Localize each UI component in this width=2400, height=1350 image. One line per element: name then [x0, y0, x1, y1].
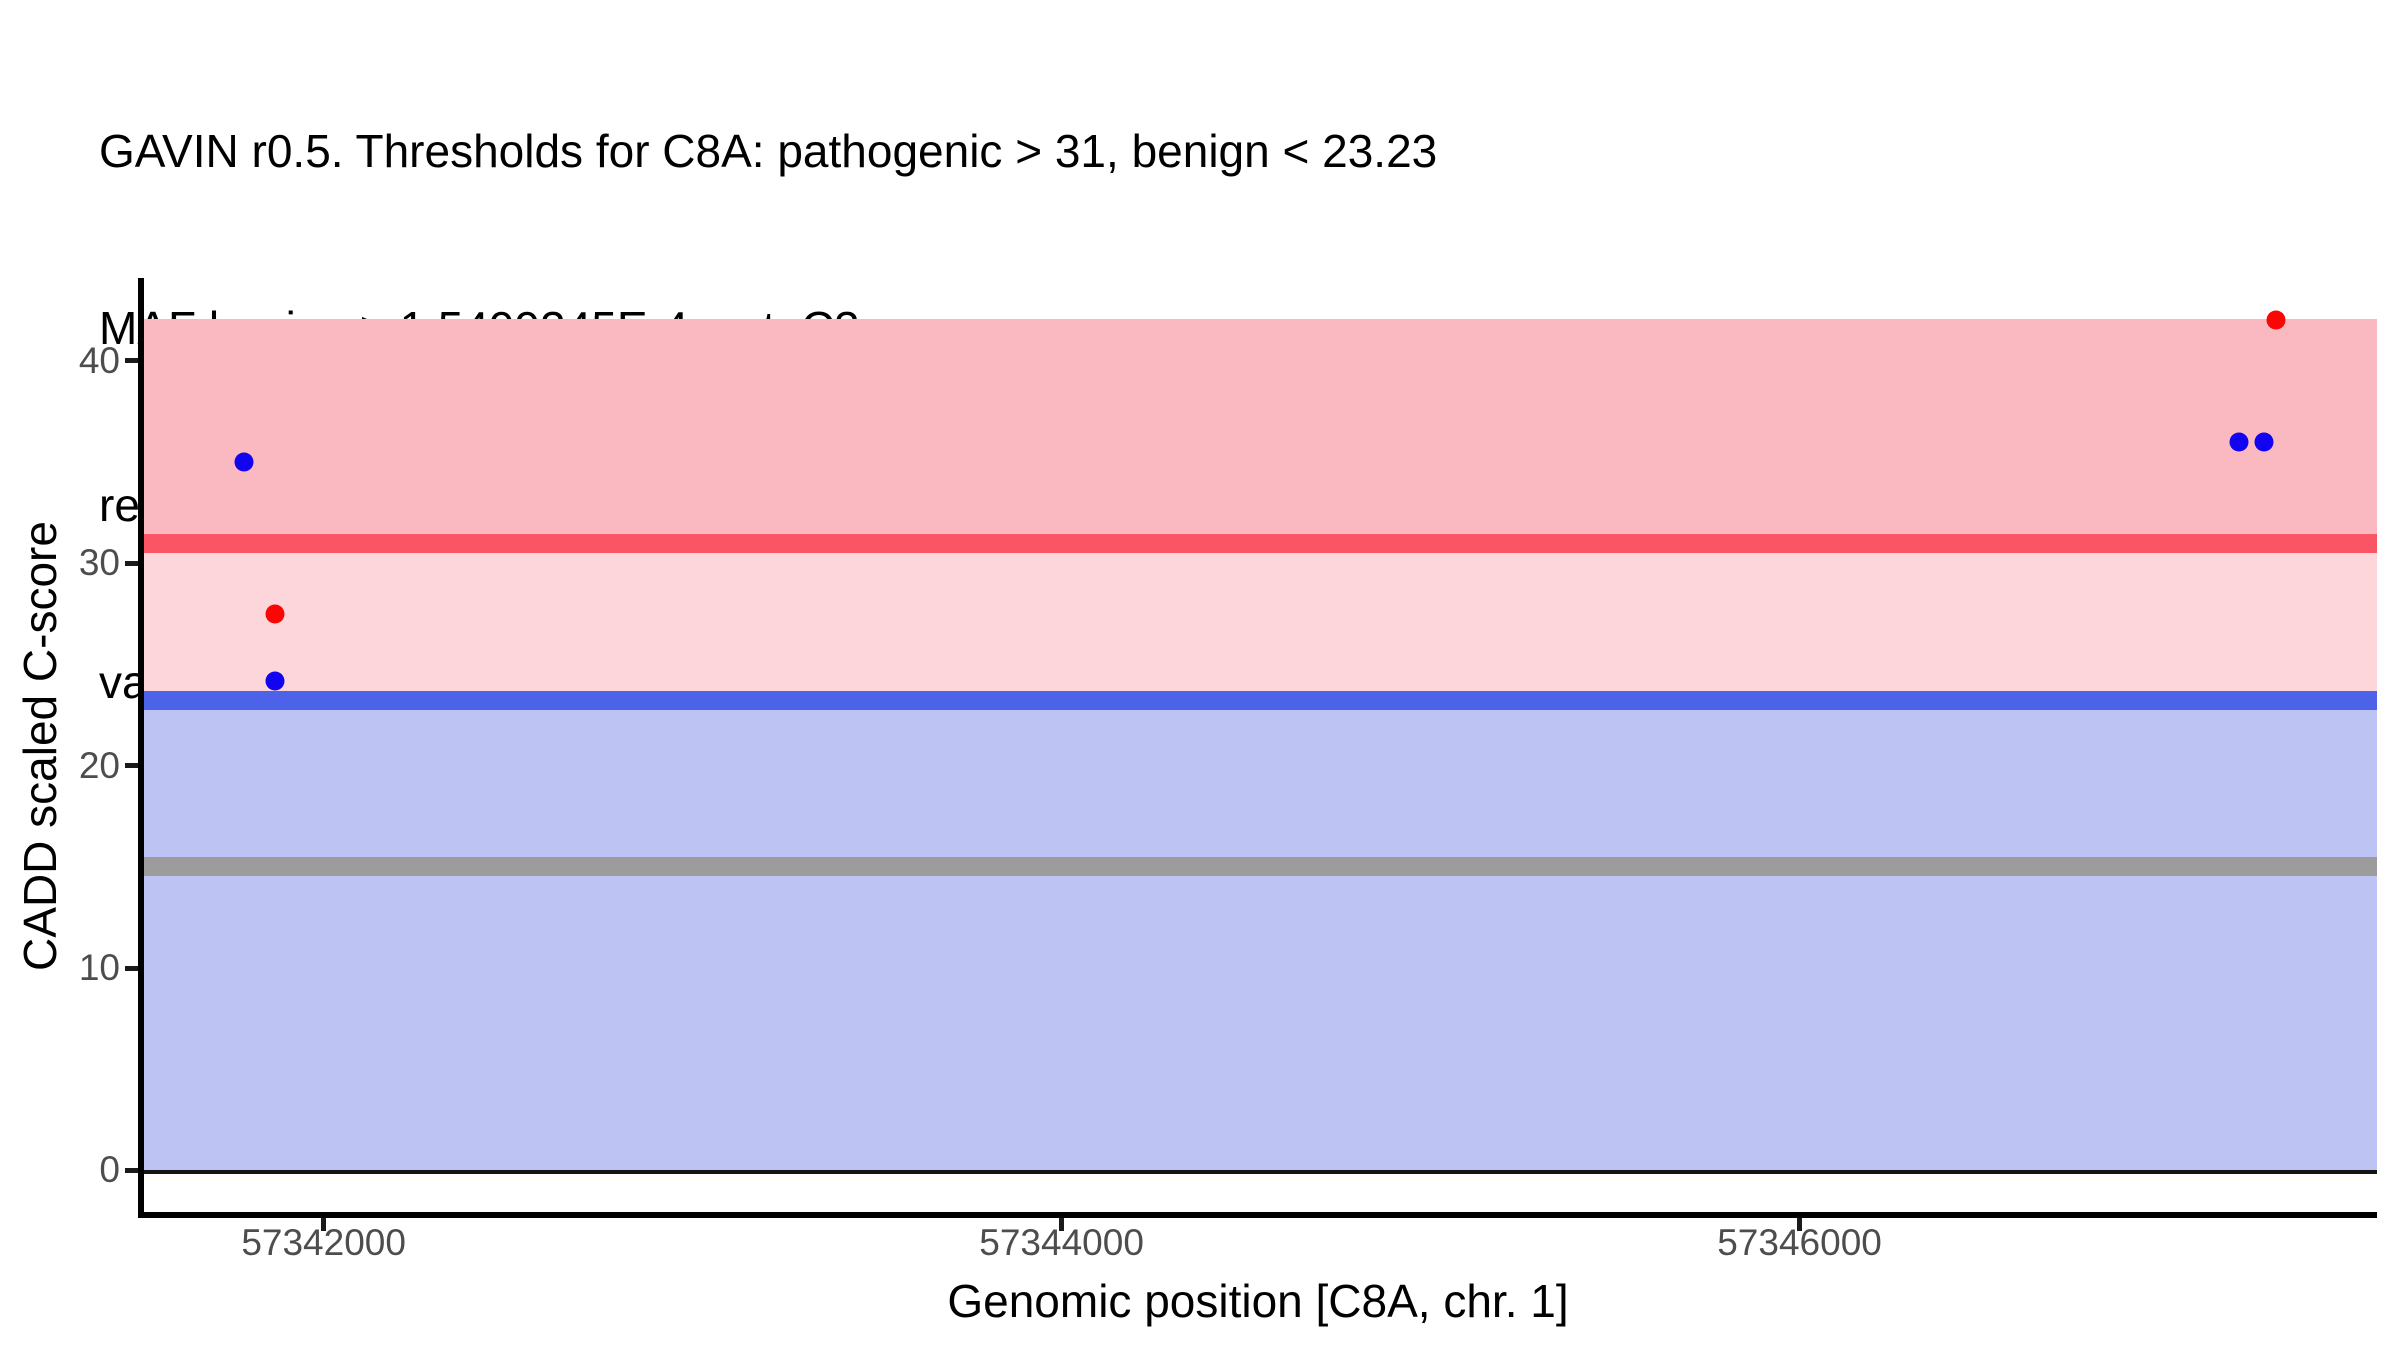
- y-axis-line: [138, 278, 144, 1218]
- threshold-line-pathogenic-threshold: [141, 533, 2377, 553]
- y-tick-label: 40: [78, 339, 120, 381]
- y-tick-label: 30: [78, 542, 120, 584]
- y-tick-mark: [125, 358, 138, 364]
- x-axis-title: Genomic position [C8A, chr. 1]: [947, 1275, 1569, 1327]
- x-tick-mark: [321, 1218, 327, 1231]
- y-tick-mark: [125, 965, 138, 971]
- scatter-point-gnomad-matched: [2254, 432, 2274, 452]
- x-tick-label: 57342000: [241, 1222, 406, 1263]
- x-tick-label: 57346000: [1717, 1222, 1882, 1263]
- x-tick-label: 57344000: [979, 1222, 1144, 1263]
- threshold-line-benign-threshold: [141, 690, 2377, 710]
- scatter-point-gnomad-matched: [234, 452, 254, 472]
- x-axis-line: [138, 1212, 2377, 1218]
- plot-title-line-1: GAVIN r0.5. Thresholds for C8A: pathogen…: [99, 125, 1438, 177]
- scatter-point-clinvar-pathogenic: [2266, 310, 2286, 330]
- y-tick-mark: [125, 560, 138, 566]
- threshold-line-zero-baseline: [141, 1170, 2377, 1175]
- band-intermediate-zone: [141, 543, 2377, 701]
- y-tick-mark: [125, 1167, 138, 1173]
- y-tick-label: 0: [99, 1149, 120, 1191]
- threshold-line-genome-wide-fallback: [141, 857, 2377, 877]
- y-tick-label: 20: [78, 744, 120, 786]
- band-benign-zone: [141, 700, 2377, 1171]
- band-pathogenic-zone: [141, 319, 2377, 544]
- scatter-point-gnomad-matched: [265, 671, 285, 691]
- x-tick-mark: [1059, 1218, 1065, 1231]
- scatter-point-gnomad-matched: [2229, 432, 2249, 452]
- x-tick-mark: [1797, 1218, 1803, 1231]
- scatter-point-clinvar-pathogenic: [265, 604, 285, 624]
- y-tick-mark: [125, 763, 138, 769]
- y-tick-label: 10: [78, 947, 120, 989]
